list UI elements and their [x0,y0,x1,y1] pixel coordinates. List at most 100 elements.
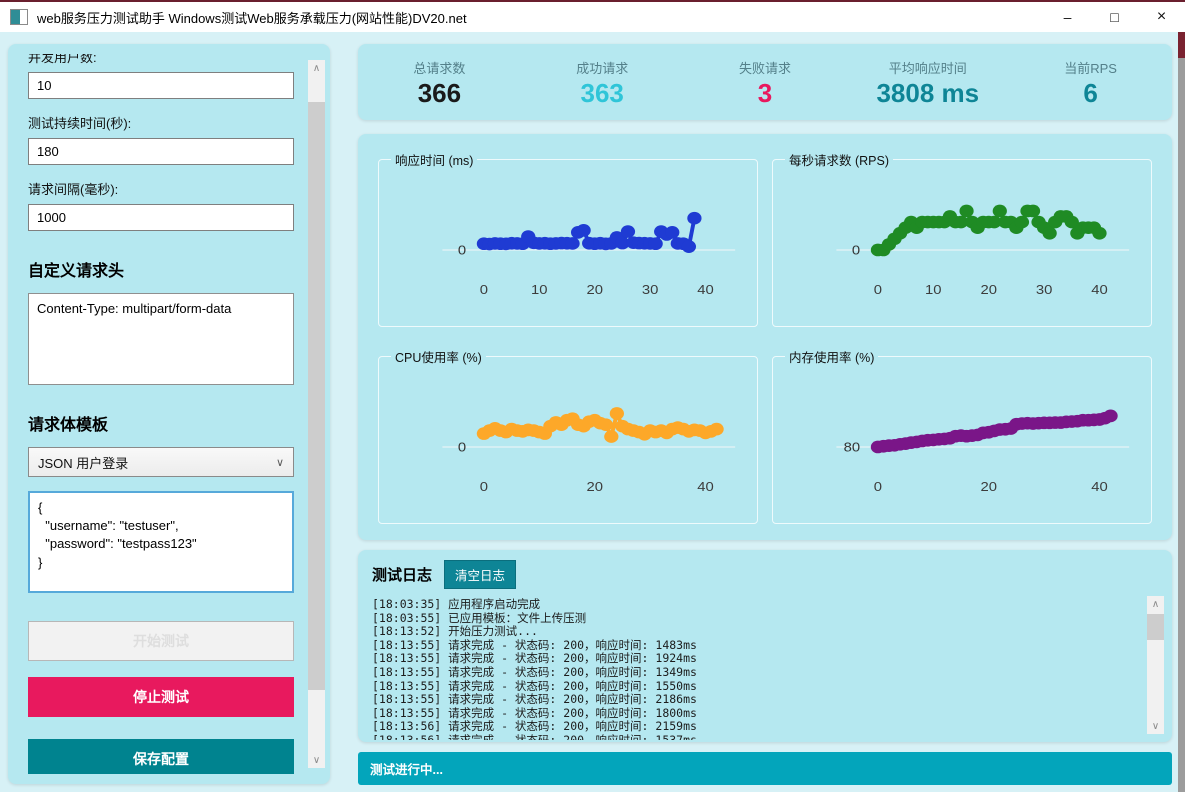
stats-summary-panel: 总请求数 366 成功请求 363 失败请求 3 平均响应时间 3808 ms 当前RPS 6 [358,44,1172,120]
window-title: web服务压力测试助手 Windows测试Web服务承载压力(网站性能)DV20… [37,10,467,26]
stat-current-rps: 当前RPS 6 [1009,58,1172,106]
chart-plot-memory-usage: 80 0 20 40 [836,409,1130,494]
log-line: [18:13:56] 请求完成 - 状态码: 200，响应时间: 1537ms [372,732,697,740]
duration-input[interactable] [28,138,294,165]
scroll-down-icon[interactable]: ∨ [1151,720,1160,732]
titlebar: web服务压力测试助手 Windows测试Web服务承载压力(网站性能)DV20… [0,2,1185,32]
log-line: [18:13:55] 请求完成 - 状态码: 200，响应时间: 1924ms [372,651,697,666]
body-template-select[interactable]: JSON 用户登录 ∨ [28,447,294,477]
svg-text:0: 0 [874,282,882,297]
stat-label: 成功请求 [576,61,629,76]
log-lines: [18:03:35] 应用程序启动完成 [18:03:55] 已应用模板：文件上传… [372,598,1158,740]
test-log-panel: 测试日志 清空日志 [18:03:35] 应用程序启动完成 [18:03:55] … [358,550,1172,742]
log-line: [18:13:55] 请求完成 - 状态码: 200，响应时间: 1483ms [372,637,697,652]
stat-total-requests: 总请求数 366 [358,58,521,106]
concurrent-users-label: 并发用户数: [28,54,97,65]
scroll-up-icon[interactable]: ∧ [312,62,321,74]
log-line: [18:13:52] 开始压力测试... [372,624,538,639]
svg-text:40: 40 [1091,282,1108,297]
chevron-down-icon: ∨ [275,456,284,469]
log-line: [18:13:55] 请求完成 - 状态码: 200，响应时间: 2186ms [372,692,697,707]
window-top-border [0,0,1185,2]
log-title: 测试日志 [372,567,433,584]
interval-input[interactable] [28,204,294,231]
chart-rps: 每秒请求数 (RPS) 0 0 10 20 30 40 [772,150,1152,327]
svg-text:30: 30 [1036,282,1053,297]
app-icon [10,9,28,25]
body-template-title: 请求体模板 [28,417,109,434]
custom-headers-textarea[interactable]: Content-Type: multipart/form-data [28,293,294,385]
svg-text:10: 10 [531,282,548,297]
svg-text:20: 20 [980,282,997,297]
log-scrollbar-thumb[interactable] [1147,614,1164,640]
config-form: 并发用户数: 测试持续时间(秒): 请求间隔(毫秒): 自定义请求头 Conte… [28,54,294,774]
duration-label: 测试持续时间(秒): [28,116,132,131]
scroll-up-icon[interactable]: ∧ [1151,598,1160,610]
request-body-textarea[interactable]: { "username": "testuser", "password": "t… [28,491,294,593]
chart-title: 响应时间 (ms) [395,154,474,168]
chart-title: 内存使用率 (%) [789,351,875,365]
chart-cpu-usage: CPU使用率 (%) 0 0 20 40 [378,347,758,524]
close-button[interactable]: × [1138,2,1185,32]
svg-text:0: 0 [458,242,466,257]
log-scrollbar[interactable]: ∧ ∨ [1147,596,1164,734]
stat-label: 失败请求 [738,61,791,76]
log-header: 测试日志 清空日志 [372,560,1158,589]
chart-plot-rps: 0 0 10 20 30 40 [836,204,1130,297]
svg-text:40: 40 [697,282,714,297]
minimize-button[interactable]: – [1044,2,1091,32]
window-controls: – □ × [1044,2,1185,32]
chart-title: CPU使用率 (%) [395,351,482,365]
concurrent-users-input[interactable] [28,72,294,99]
stat-label: 当前RPS [1064,61,1117,76]
maximize-button[interactable]: □ [1091,2,1138,32]
chart-response-time: 响应时间 (ms) 0 0 10 20 30 40 [378,150,758,327]
svg-text:30: 30 [642,282,659,297]
svg-text:0: 0 [480,282,488,297]
body-template-selected-value: JSON 用户登录 [38,455,129,471]
interval-label: 请求间隔(毫秒): [28,182,119,197]
log-line: [18:13:55] 请求完成 - 状态码: 200，响应时间: 1349ms [372,664,697,679]
svg-text:80: 80 [844,439,861,454]
sidebar-scrollbar[interactable]: ∧ ∨ [308,60,325,768]
log-line: [18:03:35] 应用程序启动完成 [372,598,541,611]
svg-text:0: 0 [874,479,882,494]
chart-memory-usage: 内存使用率 (%) 80 0 20 40 [772,347,1152,524]
charts-panel: 响应时间 (ms) 0 0 10 20 30 40 每秒请求数 (RPS) 0 0 10 20 30 40… [358,134,1172,540]
svg-text:0: 0 [458,439,466,454]
stat-value: 6 [1083,78,1098,108]
chart-plot-response-time: 0 0 10 20 30 40 [442,211,736,297]
stat-value: 363 [580,78,624,108]
start-test-button[interactable]: 开始测试 [28,621,294,661]
log-line: [18:03:55] 已应用模板：文件上传压测 [372,610,587,625]
scroll-down-icon[interactable]: ∨ [312,754,321,766]
custom-headers-title: 自定义请求头 [28,263,125,280]
svg-text:20: 20 [980,479,997,494]
status-text: 测试进行中... [370,763,443,777]
sidebar-scrollbar-thumb[interactable] [308,102,325,690]
stat-avg-response-time: 平均响应时间 3808 ms [846,58,1009,106]
status-bar: 测试进行中... [358,752,1172,785]
stop-test-button[interactable]: 停止测试 [28,677,294,717]
desktop-edge-strip [1178,32,1185,792]
stat-value: 3 [757,78,773,108]
svg-text:10: 10 [925,282,942,297]
log-line: [18:13:56] 请求完成 - 状态码: 200，响应时间: 2159ms [372,719,697,734]
stat-label: 总请求数 [413,61,466,76]
stat-label: 平均响应时间 [888,61,967,76]
svg-text:0: 0 [480,479,488,494]
svg-text:40: 40 [697,479,714,494]
log-line: [18:13:55] 请求完成 - 状态码: 200，响应时间: 1800ms [372,705,697,720]
chart-title: 每秒请求数 (RPS) [789,154,890,168]
svg-text:20: 20 [586,479,603,494]
log-line: [18:13:55] 请求完成 - 状态码: 200，响应时间: 1550ms [372,678,697,693]
svg-text:40: 40 [1091,479,1108,494]
config-sidebar: 并发用户数: 测试持续时间(秒): 请求间隔(毫秒): 自定义请求头 Conte… [8,44,330,784]
stat-failed-requests: 失败请求 3 [684,58,847,106]
svg-text:0: 0 [852,242,860,257]
clear-log-button[interactable]: 清空日志 [444,560,517,589]
save-config-button[interactable]: 保存配置 [28,739,294,774]
stat-value: 3808 ms [876,78,980,108]
background-window-fragment [1178,32,1185,58]
